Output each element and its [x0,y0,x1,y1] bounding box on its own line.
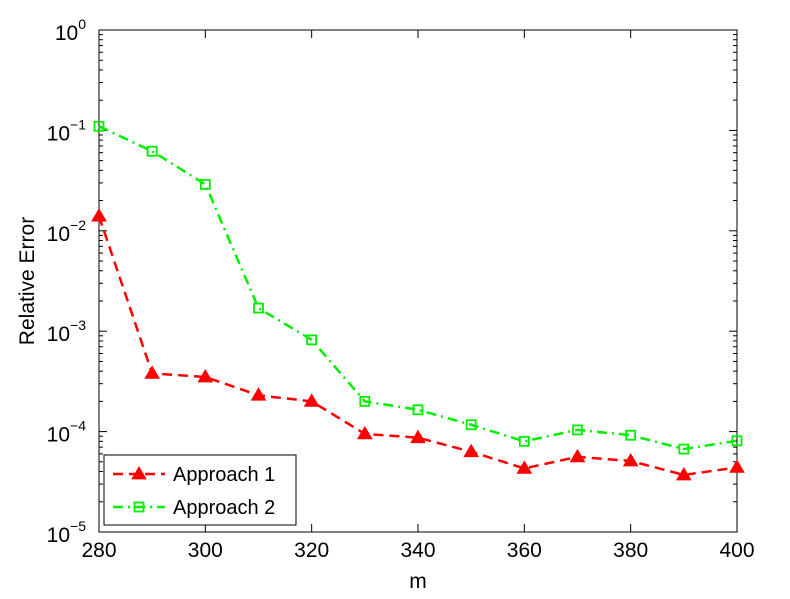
y-tick-label: 10−2 [47,217,87,246]
series-2-point [518,435,530,447]
series-2-point [572,424,583,436]
series-2-point [678,443,690,455]
x-tick-label: 400 [719,539,754,562]
y-axis-label: Relative Error [16,217,39,345]
series-1-point [622,452,639,467]
x-tick-label: 320 [294,539,329,562]
series-2-point [146,145,158,157]
series-1-point [729,459,745,473]
series-1-point [463,443,480,458]
y-tick-label: 10−1 [47,116,87,145]
x-tick-label: 280 [81,539,116,562]
series-2-point [253,302,264,314]
series-2-point [306,334,318,346]
series-1-point [303,393,320,407]
series-2-point [731,435,743,447]
series-1-point [250,387,267,401]
series-2-point [412,404,424,416]
series-1-point [675,466,692,481]
x-tick-label: 340 [400,539,435,562]
series-1-point [516,460,533,474]
series-1-point [569,448,586,463]
legend: Approach 1 Approach 2 [103,454,297,526]
x-axis-label: m [409,570,427,593]
legend-box [103,454,297,526]
series-2-point [465,419,477,431]
series-1-point [356,425,373,440]
series-1-point [410,429,426,444]
y-tick-label: 10−3 [47,317,87,346]
series-1-point [91,208,107,222]
x-tick-label: 380 [613,539,648,562]
y-tick-label: 100 [55,16,86,45]
series-2-point [93,120,105,132]
series-layer [91,120,745,481]
series-2 [93,120,743,455]
legend-label-1: Approach 1 [173,464,275,486]
legend-marker-1 [131,466,147,480]
legend-label-2: Approach 2 [173,497,275,519]
series-2-point [199,178,211,190]
series-1-point [197,368,214,383]
plot-frame [98,29,738,533]
series-2-point [625,429,637,441]
x-tick-label: 300 [188,539,223,562]
series-2-point [359,395,371,407]
y-tick-label: 10−4 [47,418,87,447]
y-tick-label: 10−5 [47,518,87,547]
series-1 [91,208,745,481]
legend-marker-2 [133,501,145,513]
series-1-point [144,365,161,379]
x-tick-label: 360 [507,539,542,562]
